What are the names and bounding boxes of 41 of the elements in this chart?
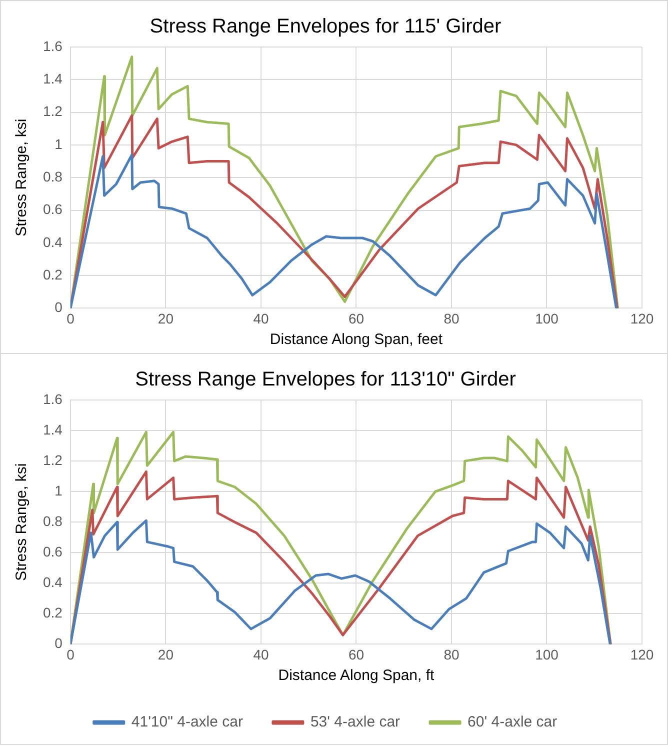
y-tick-label: 0.6 bbox=[42, 201, 63, 218]
y-tick-label: 1 bbox=[54, 136, 63, 152]
x-tick-label: 40 bbox=[253, 310, 269, 326]
y-tick-label: 1.6 bbox=[42, 390, 63, 407]
y-tick-label: 0.2 bbox=[42, 266, 63, 282]
legend-label: 41'10" 4-axle car bbox=[131, 714, 243, 731]
y-tick-label: 0.2 bbox=[42, 604, 63, 621]
x-tick-label: 120 bbox=[630, 646, 654, 662]
legend-label: 60' 4-axle car bbox=[468, 714, 558, 731]
x-tick-label: 60 bbox=[348, 646, 364, 662]
y-tick-label: 0.8 bbox=[42, 168, 63, 184]
y-tick-label: 0.6 bbox=[42, 543, 63, 560]
x-tick-label: 120 bbox=[630, 310, 654, 326]
x-tick-label: 0 bbox=[66, 310, 75, 326]
chart-title: Stress Range Envelopes for 115' Girder bbox=[150, 16, 502, 38]
y-tick-label: 0.8 bbox=[42, 512, 63, 529]
x-tick-label: 20 bbox=[158, 646, 174, 662]
chart-title: Stress Range Envelopes for 113'10" Girder bbox=[135, 368, 516, 391]
x-tick-label: 40 bbox=[253, 646, 269, 662]
y-axis-title: Stress Range, ksi bbox=[13, 118, 30, 236]
y-tick-label: 1.4 bbox=[42, 70, 63, 87]
x-tick-label: 100 bbox=[535, 310, 559, 326]
x-axis-title: Distance Along Span, ft bbox=[278, 667, 436, 684]
y-tick-label: 0 bbox=[54, 635, 63, 652]
legend-label: 53' 4-axle car bbox=[310, 714, 400, 731]
x-tick-label: 100 bbox=[535, 646, 559, 662]
x-tick-label: 0 bbox=[66, 646, 75, 662]
y-tick-label: 0 bbox=[54, 299, 63, 316]
x-tick-label: 80 bbox=[444, 646, 460, 662]
y-tick-label: 0.4 bbox=[42, 234, 63, 250]
y-tick-label: 1.2 bbox=[42, 452, 63, 468]
y-tick-label: 1.4 bbox=[42, 421, 63, 438]
x-tick-label: 60 bbox=[348, 310, 364, 326]
y-axis-title: Stress Range, ksi bbox=[13, 463, 30, 581]
y-tick-label: 1.2 bbox=[42, 103, 63, 120]
x-axis-title: Distance Along Span, feet bbox=[270, 331, 444, 348]
y-tick-label: 1.6 bbox=[42, 38, 63, 54]
y-tick-label: 0.4 bbox=[42, 574, 63, 590]
y-tick-label: 1 bbox=[54, 482, 63, 498]
x-tick-label: 20 bbox=[158, 310, 174, 326]
x-tick-label: 80 bbox=[444, 310, 460, 326]
